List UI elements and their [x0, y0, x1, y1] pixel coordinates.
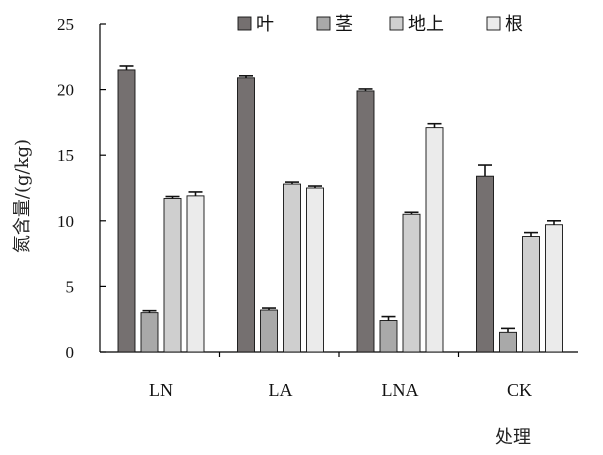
legend-swatch-茎 — [316, 16, 331, 31]
legend-swatch-叶 — [237, 16, 252, 31]
bar-地上-LA — [283, 183, 301, 353]
bar-茎-LA — [260, 309, 278, 353]
y-axis-title: 氮含量/(g/kg) — [12, 139, 33, 253]
bar-叶-LN — [117, 69, 136, 353]
y-tick-label: 5 — [66, 277, 75, 296]
legend-swatch-地上 — [389, 16, 404, 31]
y-tick-label: 0 — [66, 343, 75, 362]
bar-茎-LN — [140, 312, 159, 353]
y-tick-label: 20 — [57, 81, 74, 100]
x-category-label: LA — [269, 380, 293, 400]
bar-地上-CK — [522, 236, 540, 353]
legend-swatch-根 — [486, 16, 501, 31]
legend-label: 茎 — [335, 14, 353, 35]
bar-叶-LNA — [356, 90, 375, 353]
y-tick-label: 15 — [57, 146, 74, 165]
x-category-label: LNA — [382, 380, 419, 400]
legend-label: 地上 — [408, 14, 444, 35]
y-tick-label: 25 — [57, 15, 74, 34]
bar-叶-LA — [237, 77, 255, 353]
bar-根-LA — [306, 187, 324, 353]
y-tick-label: 10 — [57, 212, 74, 231]
x-axis-title: 处理 — [495, 427, 531, 448]
bar-叶-CK — [476, 175, 494, 353]
legend-label: 叶 — [256, 14, 274, 35]
legend-label: 根 — [505, 14, 523, 35]
bar-根-CK — [545, 224, 563, 353]
bar-地上-LNA — [402, 213, 421, 353]
bar-茎-CK — [499, 331, 517, 353]
bar-根-LNA — [425, 127, 444, 353]
bar-根-LN — [186, 195, 205, 353]
bar-茎-LNA — [379, 320, 398, 353]
bar-地上-LN — [163, 198, 182, 353]
x-category-label: LN — [149, 380, 173, 400]
x-category-label: CK — [507, 380, 532, 400]
